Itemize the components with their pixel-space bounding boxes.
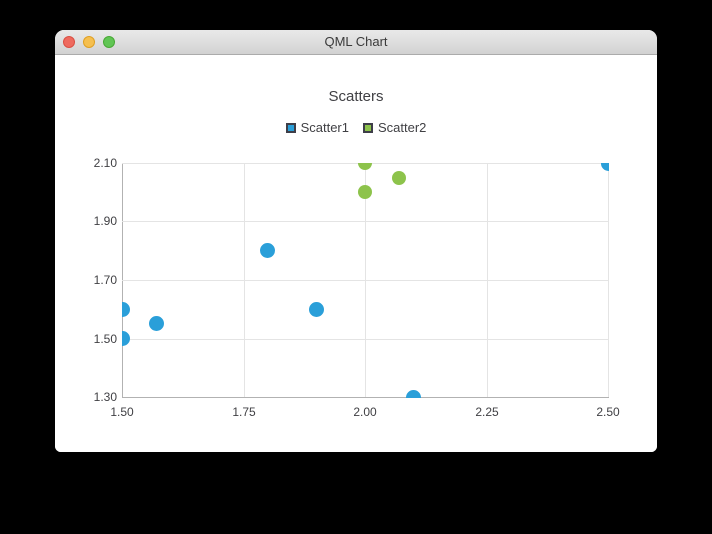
scatter-point-scatter1: [122, 301, 130, 317]
window-controls: [63, 36, 115, 48]
x-tick-label: 1.75: [232, 405, 256, 419]
legend-item-scatter2: Scatter2: [363, 120, 426, 135]
legend-marker-icon: [363, 122, 373, 133]
app-window: QML Chart Scatters Scatter1 Scatter2 1.50…: [55, 30, 657, 452]
scatter-point-scatter1: [122, 331, 130, 346]
scatter-point-scatter1: [308, 301, 324, 317]
x-tick-label: 1.50: [110, 405, 134, 419]
y-tick-label: 1.70: [93, 273, 117, 287]
scatter-point-scatter1: [260, 243, 276, 259]
legend-label: Scatter2: [378, 120, 427, 135]
scatter-point-scatter2: [358, 185, 372, 200]
x-tick-label: 2.00: [353, 405, 377, 419]
plot-area: [122, 163, 609, 398]
legend-label: Scatter1: [300, 120, 349, 135]
chart-legend: Scatter1 Scatter2: [55, 120, 657, 135]
scatter-point-scatter1: [600, 163, 609, 171]
chart-title: Scatters: [328, 88, 384, 105]
gridline-horizontal: [122, 339, 609, 340]
legend-item-scatter1: Scatter1: [285, 120, 349, 135]
x-axis-line: [122, 397, 609, 398]
x-tick-label: 2.50: [596, 405, 620, 419]
scatter-point-scatter1: [148, 316, 164, 332]
window-title: QML Chart: [324, 34, 388, 49]
close-button[interactable]: [63, 36, 75, 48]
chart-view: Scatters Scatter1 Scatter2 1.50 1.75 2.00 2.…: [55, 55, 657, 452]
y-tick-label: 1.50: [93, 332, 117, 346]
gridline-horizontal: [122, 221, 609, 222]
x-tick-label: 2.25: [475, 405, 499, 419]
gridline-horizontal: [122, 280, 609, 281]
y-tick-label: 2.10: [93, 156, 117, 170]
legend-marker-icon: [285, 122, 296, 133]
scatter-point-scatter2: [392, 170, 407, 185]
scatter-point-scatter1: [406, 389, 422, 398]
y-tick-label: 1.30: [93, 390, 117, 404]
window-titlebar[interactable]: QML Chart: [55, 30, 657, 55]
scatter-point-scatter2: [358, 163, 372, 170]
minimize-button[interactable]: [83, 36, 95, 48]
y-tick-label: 1.90: [93, 214, 117, 228]
zoom-button[interactable]: [103, 36, 115, 48]
